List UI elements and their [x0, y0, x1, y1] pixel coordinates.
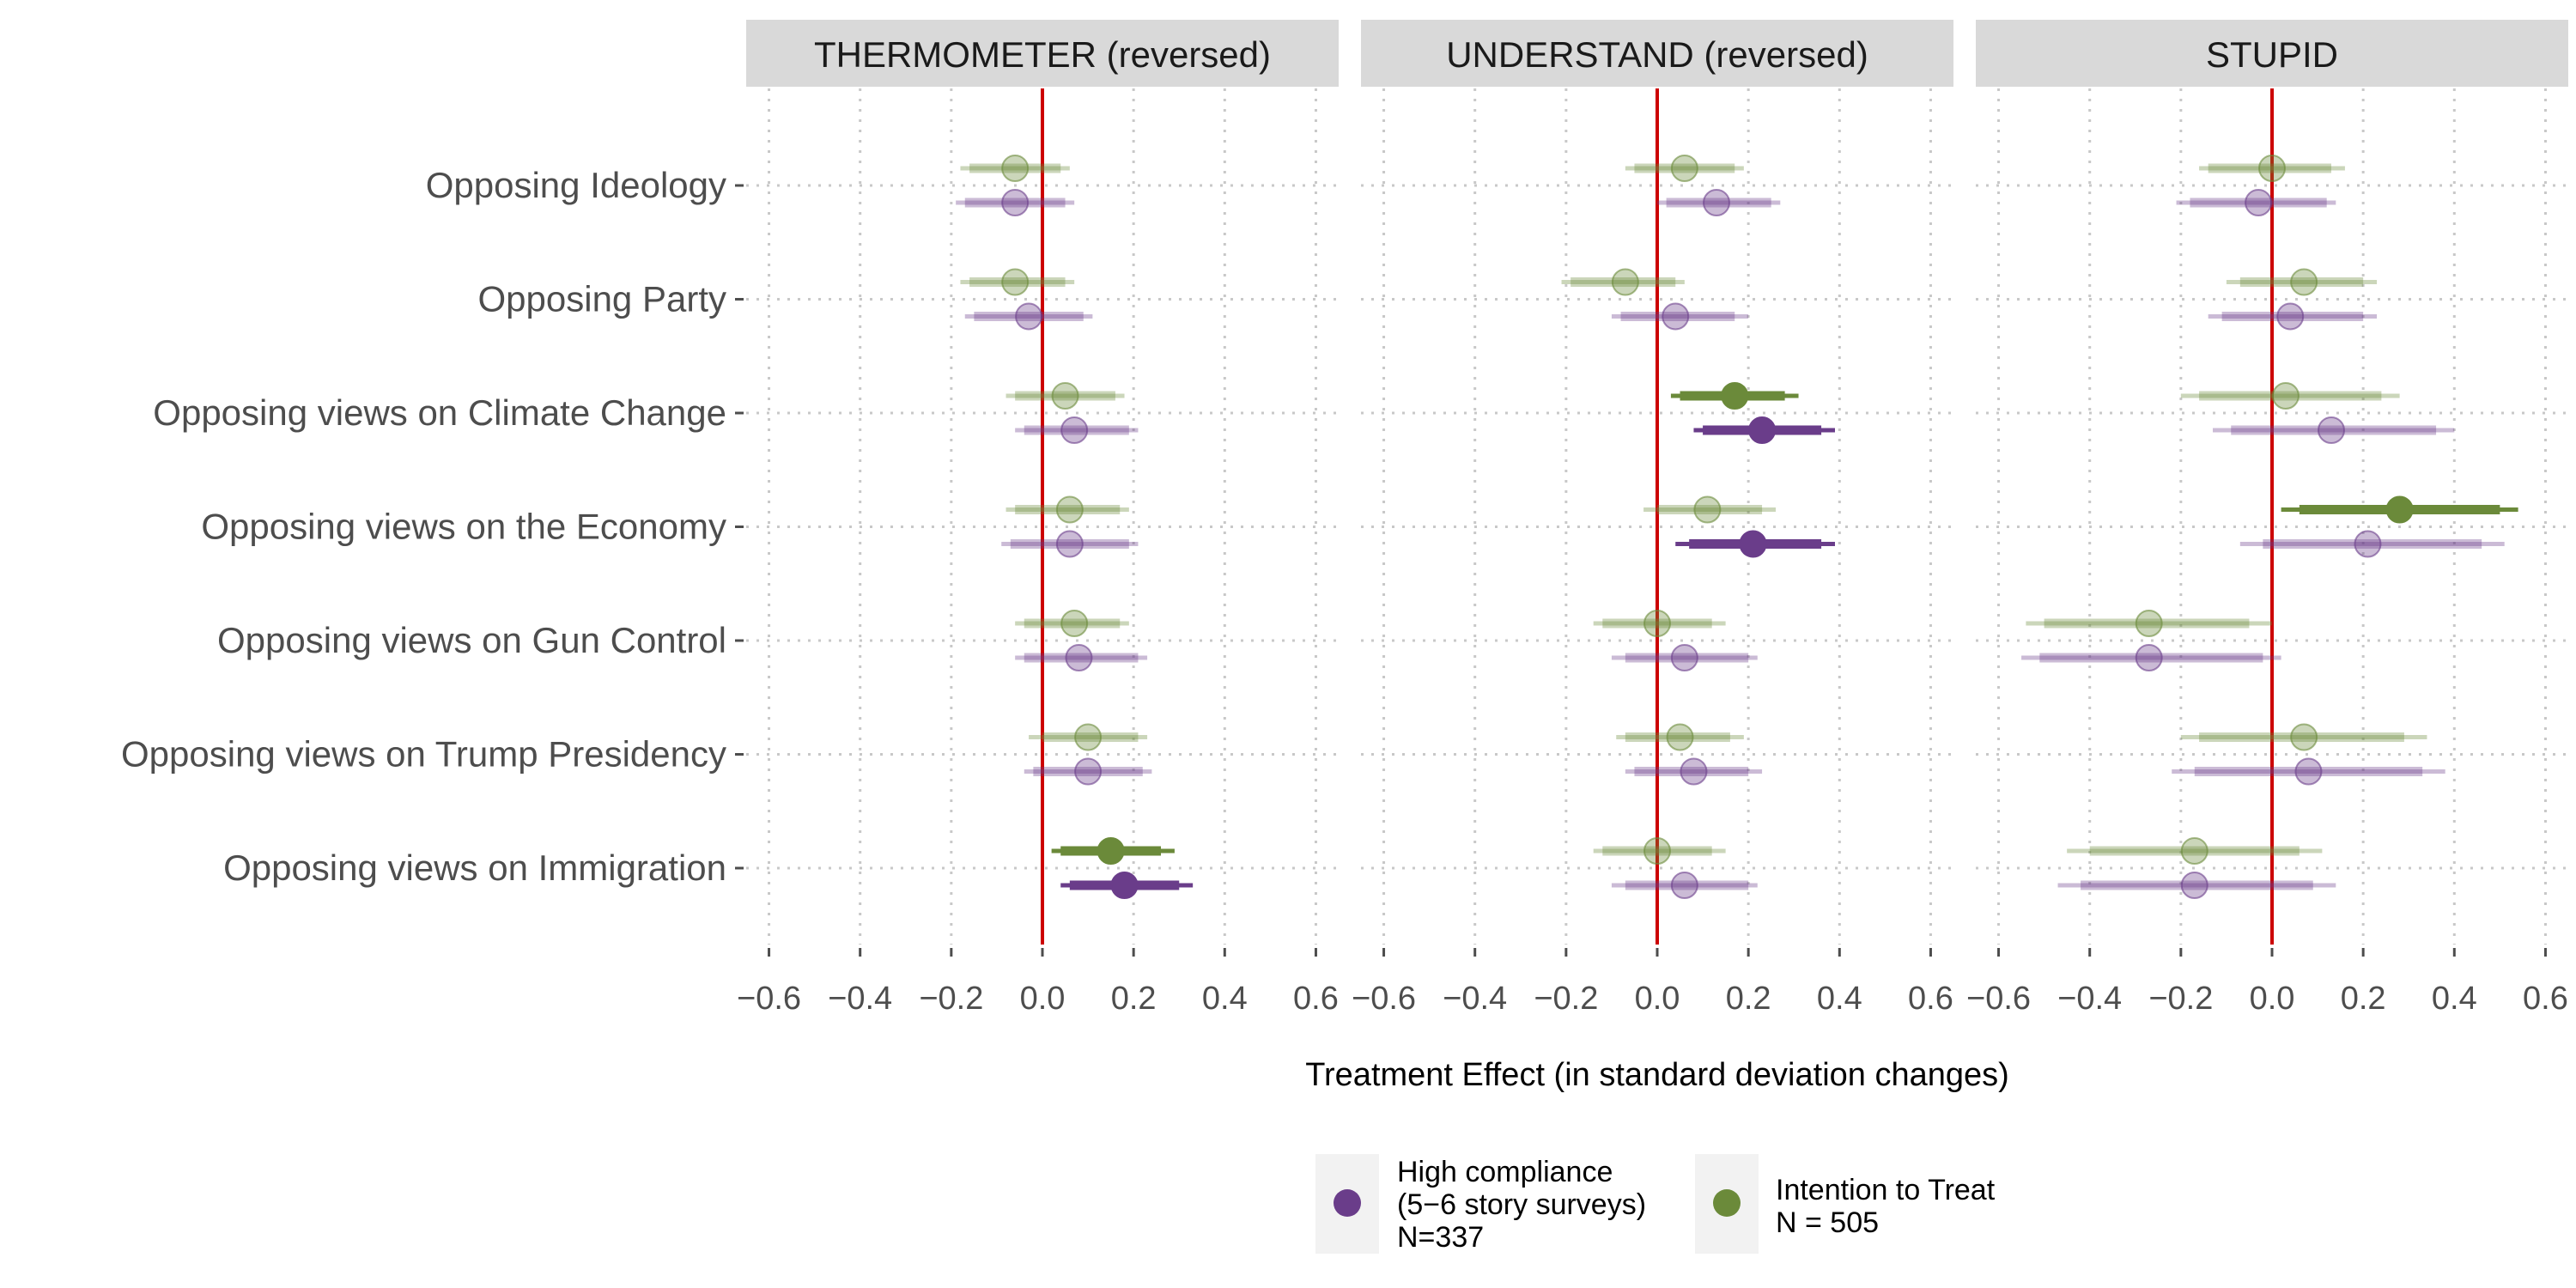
estimate-point: [1055, 495, 1084, 524]
x-tick-label: −0.4: [828, 981, 892, 1017]
estimate-point: [1670, 872, 1698, 899]
x-tick-label: −0.2: [2148, 981, 2213, 1017]
x-tick-label: 0.4: [1817, 981, 1862, 1017]
legend-key-point: [1713, 1189, 1741, 1217]
x-tick-label: 0.2: [2341, 981, 2386, 1017]
estimate-point: [1001, 155, 1030, 182]
panel-strip: [1361, 20, 1953, 87]
x-tick-label: −0.4: [1443, 981, 1507, 1017]
estimate-point: [1074, 757, 1103, 786]
estimate-point: [1680, 757, 1708, 786]
x-tick-label: 0.6: [1293, 981, 1339, 1017]
y-category-label: Opposing Party: [478, 279, 727, 319]
y-category-label: Opposing views on Immigration: [223, 848, 726, 888]
panel-strip: [1976, 20, 2568, 87]
estimate-point: [2290, 268, 2318, 296]
estimate-point: [1721, 382, 1749, 410]
x-tick-label: 0.6: [1908, 981, 1953, 1017]
x-tick-label: 0.4: [1202, 981, 1248, 1017]
x-tick-label: −0.2: [919, 981, 983, 1017]
estimate-point: [1666, 723, 1694, 751]
estimate-point: [2258, 155, 2286, 182]
estimate-point: [1703, 189, 1730, 216]
panel-title: UNDERSTAND (reversed): [1446, 34, 1868, 75]
estimate-point: [2276, 302, 2305, 331]
panel-title: STUPID: [2206, 34, 2338, 75]
x-axis-title: Treatment Effect (in standard deviation …: [1305, 1057, 2009, 1093]
estimate-point: [1001, 268, 1030, 296]
x-tick-label: −0.6: [737, 981, 801, 1017]
estimate-point: [1748, 416, 1777, 444]
estimate-point: [2290, 723, 2318, 751]
estimate-point: [1051, 382, 1079, 410]
estimate-point: [1097, 837, 1125, 865]
estimate-point: [2385, 495, 2414, 524]
legend-key-point: [1334, 1189, 1361, 1217]
estimate-point: [1074, 723, 1103, 751]
legend-label: (5−6 story surveys): [1397, 1188, 1646, 1221]
panel-strip: [746, 20, 1339, 87]
estimate-point: [1015, 302, 1043, 331]
estimate-point: [1611, 268, 1639, 296]
estimate-point: [1670, 155, 1698, 182]
legend-label: High compliance: [1397, 1156, 1613, 1188]
x-tick-label: 0.4: [2432, 981, 2477, 1017]
estimate-point: [2180, 872, 2208, 899]
x-tick-label: 0.0: [1020, 981, 1066, 1017]
estimate-point: [1060, 416, 1089, 444]
x-tick-label: 0.6: [2523, 981, 2568, 1017]
y-category-label: Opposing views on Trump Presidency: [121, 734, 726, 775]
estimate-point: [1643, 837, 1671, 865]
y-category-label: Opposing views on the Economy: [201, 507, 726, 547]
estimate-point: [2318, 416, 2345, 444]
estimate-point: [1065, 644, 1093, 671]
estimate-point: [1693, 495, 1722, 524]
estimate-point: [2180, 837, 2208, 865]
x-tick-label: −0.4: [2057, 981, 2122, 1017]
estimate-point: [2135, 644, 2163, 671]
estimate-point: [2294, 757, 2323, 786]
estimate-point: [1739, 530, 1767, 558]
estimate-point: [1055, 530, 1084, 558]
estimate-point: [1662, 302, 1690, 331]
estimate-point: [1643, 610, 1671, 637]
estimate-point: [1670, 644, 1698, 671]
estimate-point: [1001, 189, 1030, 216]
x-tick-label: 0.0: [1635, 981, 1680, 1017]
estimate-point: [2271, 382, 2300, 410]
x-tick-label: 0.2: [1726, 981, 1771, 1017]
legend: High compliance(5−6 story surveys)N=337 I…: [1315, 1154, 1996, 1254]
estimate-point: [1110, 872, 1139, 899]
estimate-point: [2354, 530, 2382, 558]
y-category-label: Opposing views on Gun Control: [217, 620, 726, 660]
legend-label: N=337: [1397, 1221, 1484, 1254]
estimate-point: [2135, 610, 2163, 637]
panel-title: THERMOMETER (reversed): [814, 34, 1271, 75]
x-tick-label: 0.0: [2250, 981, 2295, 1017]
x-tick-label: −0.6: [1966, 981, 2031, 1017]
y-category-label: Opposing views on Climate Change: [153, 392, 726, 433]
y-category-label: Opposing Ideology: [426, 165, 726, 205]
estimate-point: [2245, 189, 2273, 216]
estimate-point: [1060, 610, 1089, 637]
legend-label: N = 505: [1776, 1206, 1879, 1239]
legend-label: Intention to Treat: [1776, 1174, 1996, 1206]
x-tick-label: 0.2: [1111, 981, 1157, 1017]
x-tick-label: −0.6: [1352, 981, 1416, 1017]
x-tick-label: −0.2: [1534, 981, 1598, 1017]
